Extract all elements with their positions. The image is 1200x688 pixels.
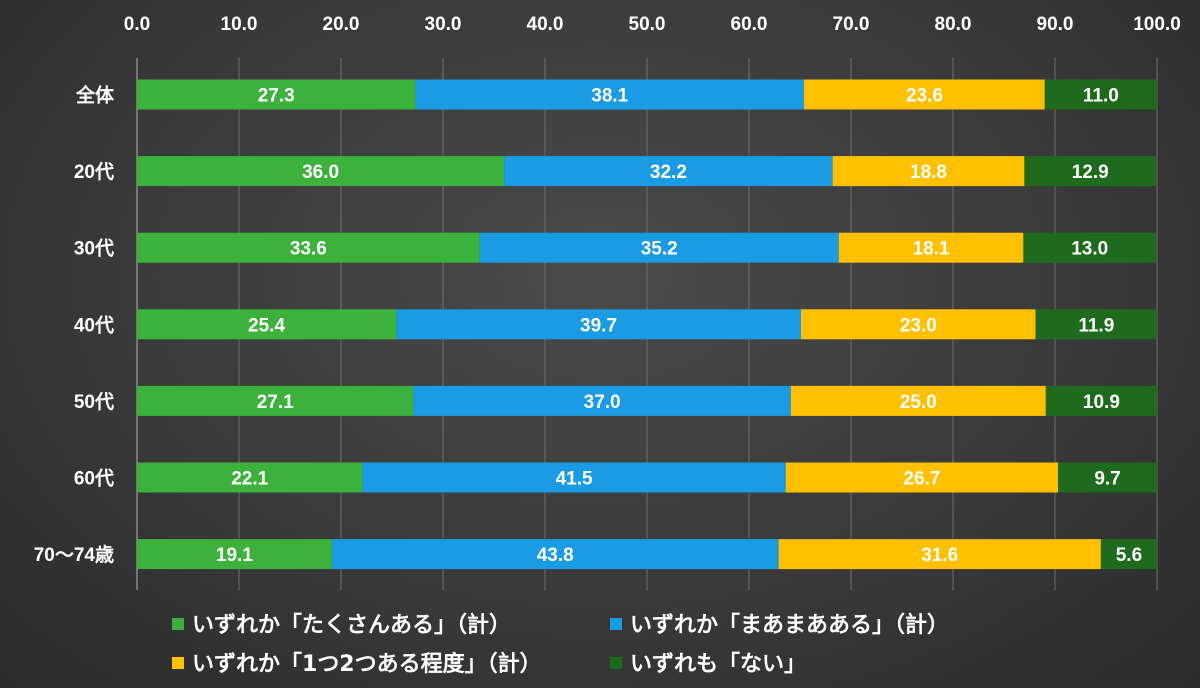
value-label: 32.2	[650, 162, 687, 183]
bar-segment	[801, 309, 1036, 340]
value-label: 11.9	[1078, 315, 1114, 336]
value-label: 36.0	[302, 162, 339, 183]
x-tick-label: 60.0	[731, 14, 768, 35]
bar-segment	[785, 462, 1059, 493]
bar-segment	[1035, 309, 1157, 340]
bar-segment	[331, 539, 779, 570]
bar-segment	[1058, 462, 1157, 493]
value-label: 33.6	[290, 239, 327, 260]
bar-segment	[137, 462, 363, 493]
category-label: 60代	[74, 468, 114, 490]
category-label: 30代	[74, 238, 114, 260]
x-tick-label: 40.0	[527, 14, 564, 35]
category-label: 20代	[74, 161, 114, 183]
value-label: 23.0	[900, 315, 937, 336]
bar-segment	[362, 462, 786, 493]
legend-label: いずれか「たくさんある」（計）	[192, 612, 511, 638]
bar-segment	[415, 79, 805, 110]
category-label: 全体	[75, 84, 115, 107]
bar-segment	[1044, 79, 1157, 110]
bar-segment	[137, 539, 332, 570]
value-label: 25.4	[248, 315, 285, 336]
category-label: 40代	[74, 314, 114, 336]
value-label: 12.9	[1072, 162, 1109, 183]
bar-segment	[137, 79, 416, 110]
value-label: 19.1	[216, 545, 253, 566]
category-label: 70〜74歳	[34, 544, 114, 566]
x-tick-label: 100.0	[1133, 14, 1181, 35]
bar-segment	[1023, 232, 1156, 263]
legend-label: いずれも「ない」	[630, 652, 806, 677]
value-label: 18.8	[910, 162, 947, 183]
value-label: 9.7	[1094, 469, 1120, 490]
value-label: 5.6	[1116, 545, 1142, 566]
value-label: 35.2	[641, 239, 678, 260]
bar-segment	[137, 156, 505, 187]
bar-segment	[413, 385, 791, 416]
legend-swatch	[172, 618, 184, 630]
bar-segment	[1045, 385, 1157, 416]
legend-swatch	[172, 657, 184, 669]
bar-segment	[396, 309, 802, 340]
value-label: 41.5	[556, 469, 593, 490]
x-tick-label: 90.0	[1037, 14, 1074, 35]
bar-segment	[838, 232, 1024, 263]
legend-label: いずれか「まあまあある」（計）	[630, 612, 949, 638]
value-label: 43.8	[537, 545, 574, 566]
value-label: 23.6	[906, 86, 943, 107]
bar-segment	[137, 385, 414, 416]
category-label: 50代	[74, 391, 114, 413]
value-label: 27.3	[258, 86, 295, 107]
x-tick-label: 70.0	[833, 14, 870, 35]
value-label: 13.0	[1071, 239, 1108, 260]
x-tick-label: 20.0	[323, 14, 360, 35]
legend-label: いずれか「1つ2つある程度」（計）	[192, 651, 542, 677]
bar-segment	[137, 309, 397, 340]
value-label: 39.7	[580, 315, 617, 336]
value-label: 25.0	[900, 392, 937, 413]
value-label: 38.1	[591, 86, 628, 107]
x-tick-label: 10.0	[221, 14, 258, 35]
legend: いずれか「たくさんある」（計） いずれか「まあまあある」（計） いずれか「1つ2つあ…	[172, 612, 949, 677]
bar-segment	[1100, 539, 1157, 570]
value-label: 27.1	[257, 392, 294, 413]
bar-segment	[504, 156, 833, 187]
x-axis-ticks: 0.0 10.0 20.0 30.0 40.0 50.0 60.0 70.0 80.0 90.0 1…	[124, 14, 1181, 35]
bar-segment	[832, 156, 1025, 187]
x-tick-label: 50.0	[629, 14, 666, 35]
category-labels: 全体 20代 30代 40代 50代 60代 70〜74歳	[34, 84, 115, 567]
bar-segment	[778, 539, 1101, 570]
bar-segment	[479, 232, 839, 263]
legend-swatch	[610, 657, 622, 669]
bar-segment	[804, 79, 1045, 110]
bar-segment	[1024, 156, 1156, 187]
x-tick-label: 30.0	[425, 14, 462, 35]
bars: 27.3 38.1 23.6 11.0 36.0 32.2 18.8 12.9 33.6 35.2…	[137, 79, 1157, 570]
value-label: 31.6	[921, 545, 958, 566]
bar-segment	[137, 232, 480, 263]
value-label: 22.1	[231, 469, 268, 490]
x-tick-label: 0.0	[124, 14, 150, 35]
x-tick-label: 80.0	[935, 14, 972, 35]
value-label: 26.7	[903, 469, 940, 490]
value-label: 18.1	[913, 239, 950, 260]
value-label: 11.0	[1083, 86, 1119, 107]
value-label: 37.0	[584, 392, 621, 413]
legend-swatch	[610, 618, 622, 630]
bar-segment	[790, 385, 1046, 416]
value-label: 10.9	[1083, 392, 1120, 413]
